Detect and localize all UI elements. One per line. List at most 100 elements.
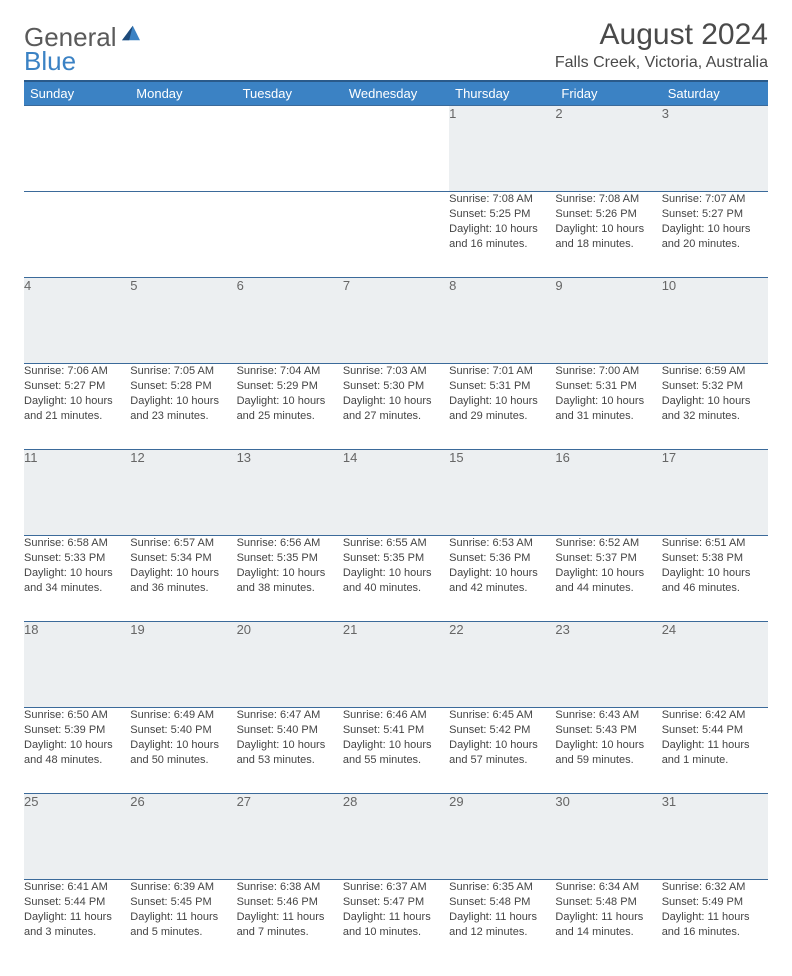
sunrise-text: Sunrise: 6:41 AM xyxy=(24,880,130,895)
day-details: Sunrise: 6:37 AMSunset: 5:47 PMDaylight:… xyxy=(343,880,449,966)
daylight2-text: and 36 minutes. xyxy=(130,581,236,596)
day-number: 2 xyxy=(555,106,661,192)
day-number: 18 xyxy=(24,622,130,708)
daylight2-text: and 16 minutes. xyxy=(449,237,555,252)
details-row: Sunrise: 6:50 AMSunset: 5:39 PMDaylight:… xyxy=(24,708,768,794)
sunrise-text: Sunrise: 7:01 AM xyxy=(449,364,555,379)
daylight1-text: Daylight: 10 hours xyxy=(343,394,449,409)
daylight2-text: and 53 minutes. xyxy=(237,753,343,768)
sunset-text: Sunset: 5:48 PM xyxy=(449,895,555,910)
sunset-text: Sunset: 5:27 PM xyxy=(24,379,130,394)
daylight1-text: Daylight: 11 hours xyxy=(555,910,661,925)
day-number: 8 xyxy=(449,278,555,364)
daylight1-text: Daylight: 10 hours xyxy=(24,394,130,409)
daylight1-text: Daylight: 10 hours xyxy=(24,738,130,753)
sunrise-text: Sunrise: 6:55 AM xyxy=(343,536,449,551)
daylight1-text: Daylight: 10 hours xyxy=(662,566,768,581)
day-details: Sunrise: 7:01 AMSunset: 5:31 PMDaylight:… xyxy=(449,364,555,450)
daylight1-text: Daylight: 10 hours xyxy=(237,394,343,409)
day-number: 6 xyxy=(237,278,343,364)
day-details: Sunrise: 6:49 AMSunset: 5:40 PMDaylight:… xyxy=(130,708,236,794)
daynum-row: 123 xyxy=(24,106,768,192)
daylight1-text: Daylight: 10 hours xyxy=(555,222,661,237)
day-number: 21 xyxy=(343,622,449,708)
day-details: Sunrise: 7:03 AMSunset: 5:30 PMDaylight:… xyxy=(343,364,449,450)
day-details xyxy=(24,192,130,278)
daylight2-text: and 25 minutes. xyxy=(237,409,343,424)
daylight1-text: Daylight: 11 hours xyxy=(662,738,768,753)
details-row: Sunrise: 6:58 AMSunset: 5:33 PM Daylight:… xyxy=(24,536,768,622)
day-number: 16 xyxy=(555,450,661,536)
col-saturday: Saturday xyxy=(662,81,768,106)
daylight1-text: Daylight: 10 hours xyxy=(555,394,661,409)
daylight2-text: and 32 minutes. xyxy=(662,409,768,424)
daylight1-text: Daylight: 11 hours xyxy=(343,910,449,925)
daylight2-text: and 57 minutes. xyxy=(449,753,555,768)
sunrise-text: Sunrise: 6:49 AM xyxy=(130,708,236,723)
day-details: Sunrise: 6:32 AMSunset: 5:49 PMDaylight:… xyxy=(662,880,768,966)
sunrise-text: Sunrise: 7:08 AM xyxy=(449,192,555,207)
logo-blue-wrap: Blue xyxy=(24,46,76,77)
day-number: 23 xyxy=(555,622,661,708)
sunset-text: Sunset: 5:33 PM xyxy=(24,551,130,566)
day-number: 17 xyxy=(662,450,768,536)
daylight2-text: and 20 minutes. xyxy=(662,237,768,252)
daylight1-text: Daylight: 10 hours xyxy=(449,222,555,237)
day-number xyxy=(237,106,343,192)
day-details: Sunrise: 6:45 AMSunset: 5:42 PMDaylight:… xyxy=(449,708,555,794)
sunset-text: Sunset: 5:26 PM xyxy=(555,207,661,222)
daylight1-text: Daylight: 10 hours xyxy=(449,394,555,409)
sunset-text: Sunset: 5:45 PM xyxy=(130,895,236,910)
sunrise-text: Sunrise: 6:51 AM xyxy=(662,536,768,551)
daylight1-text: Daylight: 10 hours xyxy=(130,394,236,409)
day-details: Sunrise: 7:05 AMSunset: 5:28 PMDaylight:… xyxy=(130,364,236,450)
day-number: 4 xyxy=(24,278,130,364)
day-number: 5 xyxy=(130,278,236,364)
col-thursday: Thursday xyxy=(449,81,555,106)
sunrise-text: Sunrise: 6:57 AM xyxy=(130,536,236,551)
daylight1-text: Daylight: 10 hours xyxy=(662,222,768,237)
day-number: 1 xyxy=(449,106,555,192)
sunset-text: Sunset: 5:29 PM xyxy=(237,379,343,394)
sunrise-text: Sunrise: 6:32 AM xyxy=(662,880,768,895)
daylight2-text: and 18 minutes. xyxy=(555,237,661,252)
sunrise-text: Sunrise: 6:43 AM xyxy=(555,708,661,723)
sunset-text: Sunset: 5:46 PM xyxy=(237,895,343,910)
daylight2-text: and 21 minutes. xyxy=(24,409,130,424)
day-number: 11 xyxy=(24,450,130,536)
details-row: Sunrise: 6:41 AMSunset: 5:44 PMDaylight:… xyxy=(24,880,768,966)
daylight2-text: and 55 minutes. xyxy=(343,753,449,768)
day-details: Sunrise: 7:08 AMSunset: 5:26 PMDaylight:… xyxy=(555,192,661,278)
day-number xyxy=(24,106,130,192)
day-details: Sunrise: 6:53 AMSunset: 5:36 PMDaylight:… xyxy=(449,536,555,622)
sunset-text: Sunset: 5:42 PM xyxy=(449,723,555,738)
sunset-text: Sunset: 5:38 PM xyxy=(662,551,768,566)
daylight1-text: Daylight: 11 hours xyxy=(237,910,343,925)
day-number: 13 xyxy=(237,450,343,536)
sunrise-text: Sunrise: 6:47 AM xyxy=(237,708,343,723)
daylight2-text: and 16 minutes. xyxy=(662,925,768,940)
sunset-text: Sunset: 5:47 PM xyxy=(343,895,449,910)
day-number: 22 xyxy=(449,622,555,708)
calendar-page: General August 2024 Falls Creek, Victori… xyxy=(0,0,792,976)
day-number: 24 xyxy=(662,622,768,708)
sunset-text: Sunset: 5:43 PM xyxy=(555,723,661,738)
sunset-text: Sunset: 5:36 PM xyxy=(449,551,555,566)
day-details: Sunrise: 7:07 AMSunset: 5:27 PMDaylight:… xyxy=(662,192,768,278)
sunrise-text: Sunrise: 7:06 AM xyxy=(24,364,130,379)
daynum-row: 45678910 xyxy=(24,278,768,364)
daylight1-text: Daylight: 11 hours xyxy=(449,910,555,925)
daylight2-text: and 10 minutes. xyxy=(343,925,449,940)
day-details: Sunrise: 6:34 AMSunset: 5:48 PMDaylight:… xyxy=(555,880,661,966)
sunrise-text: Sunrise: 6:39 AM xyxy=(130,880,236,895)
logo-sail-icon xyxy=(120,24,142,42)
sunset-text: Sunset: 5:41 PM xyxy=(343,723,449,738)
sunrise-text: Sunrise: 6:37 AM xyxy=(343,880,449,895)
day-number: 29 xyxy=(449,794,555,880)
sunrise-text: Sunrise: 6:58 AM xyxy=(24,536,130,551)
day-details: Sunrise: 6:42 AMSunset: 5:44 PMDaylight:… xyxy=(662,708,768,794)
sunset-text: Sunset: 5:39 PM xyxy=(24,723,130,738)
month-title: August 2024 xyxy=(555,18,768,52)
day-number: 15 xyxy=(449,450,555,536)
day-details: Sunrise: 6:57 AMSunset: 5:34 PMDaylight:… xyxy=(130,536,236,622)
